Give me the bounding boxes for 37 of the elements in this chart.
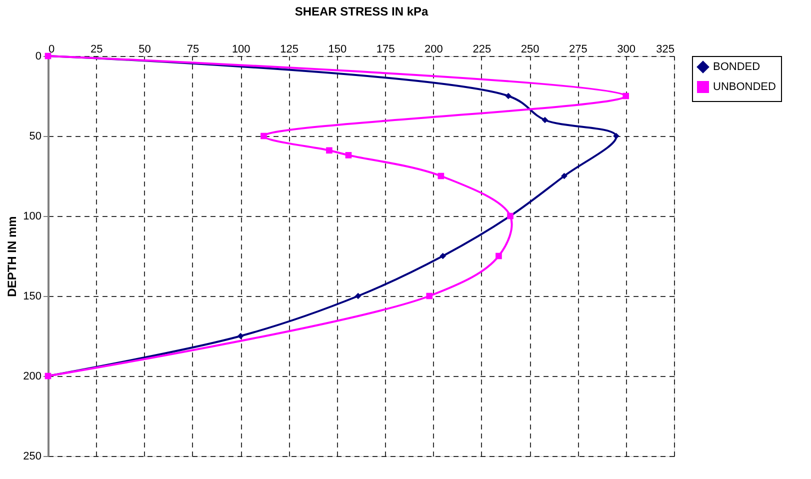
y-axis-title: DEPTH IN mm: [5, 216, 20, 297]
y-tick-label: 150: [23, 290, 42, 302]
point: [440, 252, 446, 260]
y-tick-label: 100: [23, 210, 42, 222]
x-axis-title: SHEAR STRESS IN kPa: [294, 4, 429, 18]
point: [237, 332, 244, 340]
point: [505, 92, 512, 100]
x-tick-label: 150: [328, 44, 347, 56]
legend-label: UNBONDED: [713, 81, 776, 93]
y-tick-label: 200: [23, 370, 42, 382]
legend-label: BONDED: [713, 61, 760, 73]
x-tick-label: 0: [48, 44, 55, 56]
x-tick-label: 225: [472, 44, 492, 56]
x-tick-label: 300: [617, 44, 636, 56]
x-tick-label: 200: [424, 44, 443, 56]
x-tick-label: 125: [280, 44, 298, 56]
x-tick-label: 50: [138, 44, 151, 56]
x-tick-label: 100: [232, 44, 250, 56]
x-tick-label: 275: [569, 44, 588, 56]
y-tick-label: 50: [29, 130, 42, 142]
x-tick-label: 250: [520, 44, 540, 56]
point: [326, 147, 332, 154]
point: [613, 132, 620, 140]
x-tick-label: 25: [90, 44, 103, 56]
x-tick-label: 325: [656, 44, 674, 56]
point: [438, 172, 444, 180]
x-tick-label: 75: [186, 44, 200, 56]
point: [260, 132, 267, 140]
point: [496, 252, 502, 260]
point: [354, 292, 362, 300]
point: [561, 172, 568, 180]
point: [345, 152, 352, 158]
point: [542, 116, 548, 124]
point: [426, 292, 433, 300]
point: [622, 92, 630, 100]
y-tick-label: 250: [23, 450, 42, 462]
x-tick-label: 175: [376, 44, 395, 56]
